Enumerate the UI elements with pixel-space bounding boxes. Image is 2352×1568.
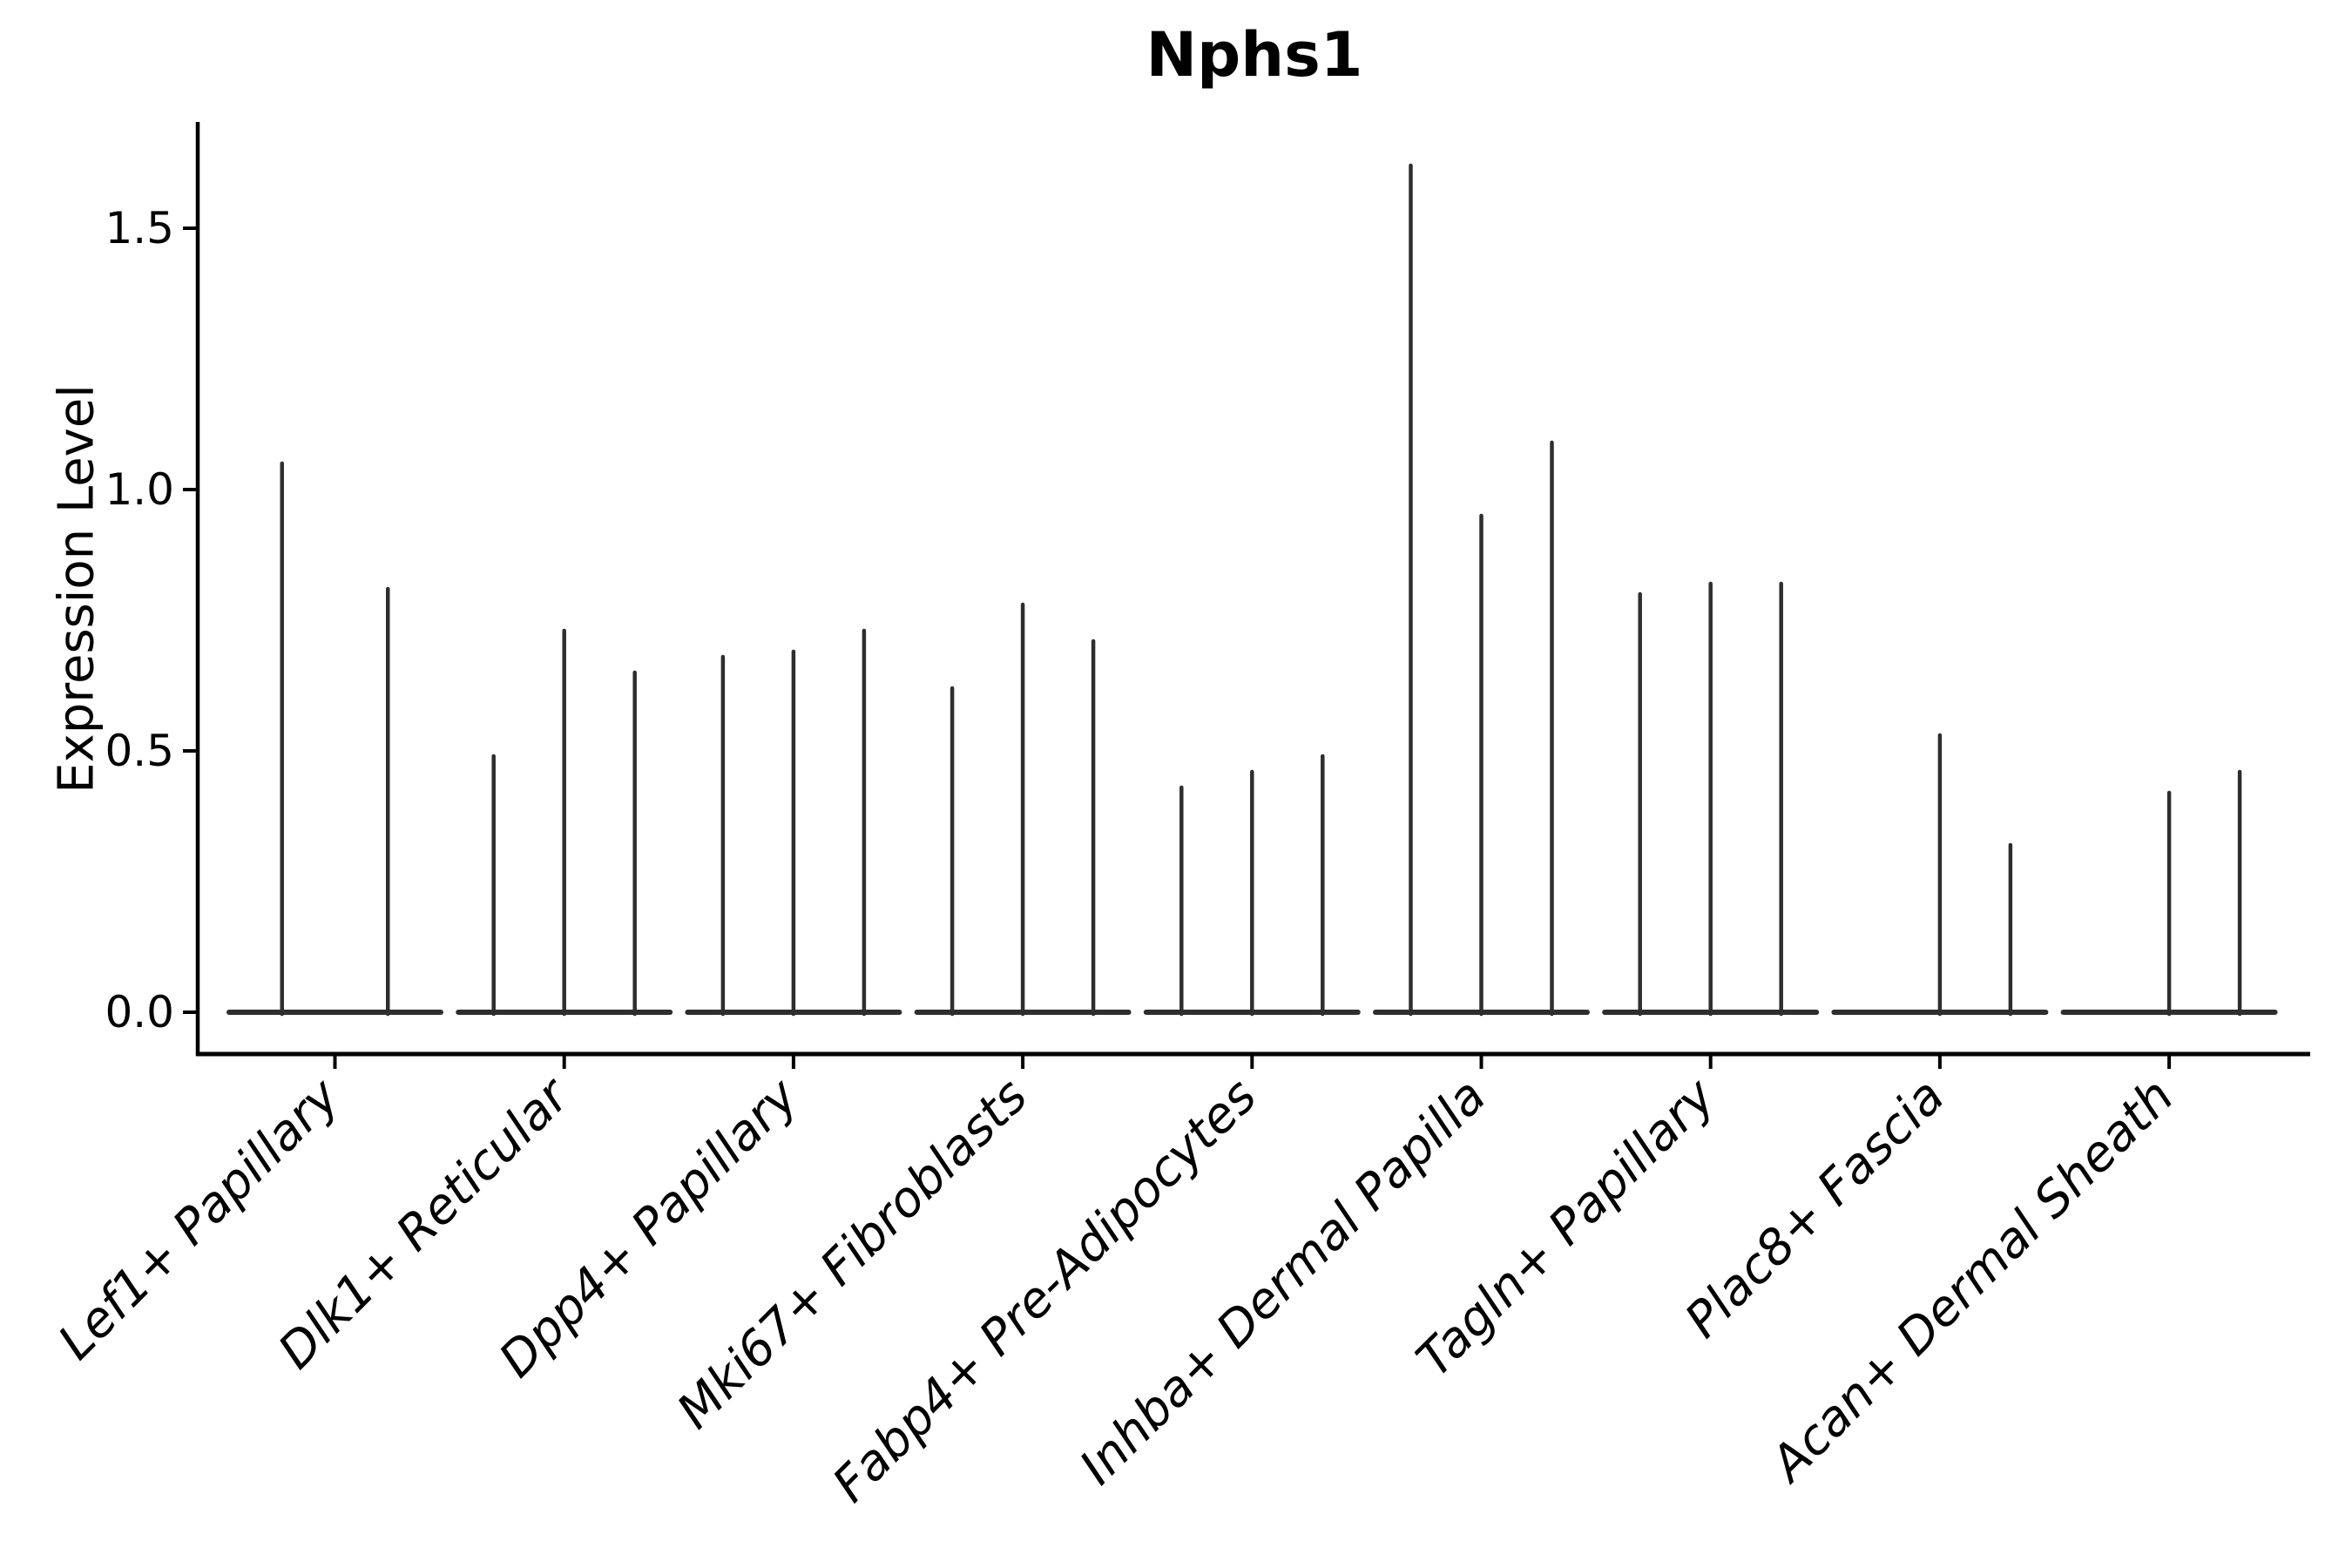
y-tick-label: 1.0 [105,464,174,515]
plot-title: Nphs1 [1146,19,1363,91]
x-tick-label: Acan+ Dermal Sheath [1759,1068,2185,1494]
y-tick-label: 0.5 [105,726,174,776]
x-tick-label: Fabp4+ Pre-Adipocytes [822,1068,1267,1513]
x-tick-label: Inhba+ Dermal Papilla [1069,1068,1497,1496]
y-tick-label: 0.0 [105,987,174,1037]
y-tick-label: 1.5 [105,203,174,253]
